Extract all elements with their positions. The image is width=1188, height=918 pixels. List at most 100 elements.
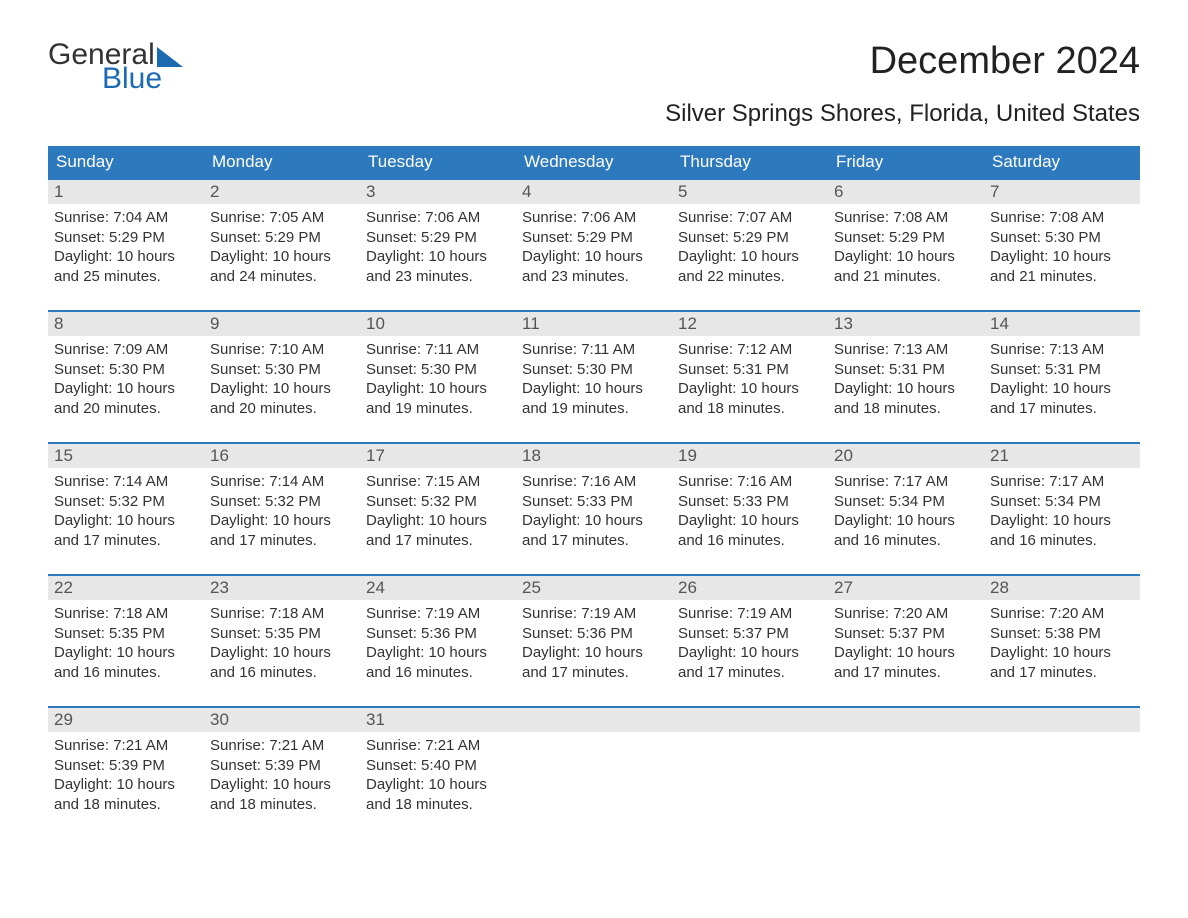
calendar-day: 26Sunrise: 7:19 AMSunset: 5:37 PMDayligh… (672, 576, 828, 688)
calendar-day: 16Sunrise: 7:14 AMSunset: 5:32 PMDayligh… (204, 444, 360, 556)
calendar-day: 4Sunrise: 7:06 AMSunset: 5:29 PMDaylight… (516, 180, 672, 292)
calendar-day: . (516, 708, 672, 820)
day-details: Sunrise: 7:19 AMSunset: 5:36 PMDaylight:… (516, 600, 672, 682)
dl2-text: and 16 minutes. (990, 531, 1134, 551)
calendar-day: . (672, 708, 828, 820)
sunrise-text: Sunrise: 7:21 AM (366, 736, 510, 756)
dl1-text: Daylight: 10 hours (54, 247, 198, 267)
dl1-text: Daylight: 10 hours (834, 511, 978, 531)
day-details: Sunrise: 7:05 AMSunset: 5:29 PMDaylight:… (204, 204, 360, 286)
day-of-week-header: SundayMondayTuesdayWednesdayThursdayFrid… (48, 146, 1140, 178)
day-details: Sunrise: 7:04 AMSunset: 5:29 PMDaylight:… (48, 204, 204, 286)
dl1-text: Daylight: 10 hours (366, 775, 510, 795)
dl1-text: Daylight: 10 hours (522, 511, 666, 531)
calendar-week: 8Sunrise: 7:09 AMSunset: 5:30 PMDaylight… (48, 310, 1140, 424)
day-of-week-label: Monday (204, 146, 360, 178)
day-details: Sunrise: 7:08 AMSunset: 5:29 PMDaylight:… (828, 204, 984, 286)
dl2-text: and 23 minutes. (366, 267, 510, 287)
dl2-text: and 19 minutes. (366, 399, 510, 419)
calendar-day: 23Sunrise: 7:18 AMSunset: 5:35 PMDayligh… (204, 576, 360, 688)
calendar-day: 6Sunrise: 7:08 AMSunset: 5:29 PMDaylight… (828, 180, 984, 292)
dl2-text: and 25 minutes. (54, 267, 198, 287)
calendar-day: 21Sunrise: 7:17 AMSunset: 5:34 PMDayligh… (984, 444, 1140, 556)
sunrise-text: Sunrise: 7:07 AM (678, 208, 822, 228)
dl2-text: and 23 minutes. (522, 267, 666, 287)
day-number: 15 (54, 446, 73, 465)
day-number: 4 (522, 182, 531, 201)
sunrise-text: Sunrise: 7:21 AM (210, 736, 354, 756)
dl1-text: Daylight: 10 hours (54, 379, 198, 399)
logo: General Blue (48, 40, 183, 94)
calendar-day: 18Sunrise: 7:16 AMSunset: 5:33 PMDayligh… (516, 444, 672, 556)
sunset-text: Sunset: 5:30 PM (210, 360, 354, 380)
calendar-day: 19Sunrise: 7:16 AMSunset: 5:33 PMDayligh… (672, 444, 828, 556)
sunset-text: Sunset: 5:36 PM (366, 624, 510, 644)
sunrise-text: Sunrise: 7:19 AM (678, 604, 822, 624)
dl1-text: Daylight: 10 hours (522, 643, 666, 663)
sunset-text: Sunset: 5:30 PM (990, 228, 1134, 248)
calendar-day: 1Sunrise: 7:04 AMSunset: 5:29 PMDaylight… (48, 180, 204, 292)
dl2-text: and 21 minutes. (834, 267, 978, 287)
day-details: Sunrise: 7:12 AMSunset: 5:31 PMDaylight:… (672, 336, 828, 418)
calendar-day: 24 Sunrise: 7:19 AMSunset: 5:36 PMDayligh… (360, 576, 516, 688)
day-number: 5 (678, 182, 687, 201)
sunrise-text: Sunrise: 7:13 AM (834, 340, 978, 360)
day-details: Sunrise: 7:11 AMSunset: 5:30 PMDaylight:… (360, 336, 516, 418)
dl2-text: and 17 minutes. (522, 531, 666, 551)
sunset-text: Sunset: 5:35 PM (54, 624, 198, 644)
dl1-text: Daylight: 10 hours (54, 643, 198, 663)
calendar-day: 25Sunrise: 7:19 AMSunset: 5:36 PMDayligh… (516, 576, 672, 688)
day-details: Sunrise: 7:21 AMSunset: 5:39 PMDaylight:… (204, 732, 360, 814)
sunrise-text: Sunrise: 7:16 AM (678, 472, 822, 492)
day-details: Sunrise: 7:21 AMSunset: 5:40 PMDaylight:… (360, 732, 516, 814)
day-number: 20 (834, 446, 853, 465)
dl1-text: Daylight: 10 hours (990, 379, 1134, 399)
sunrise-text: Sunrise: 7:13 AM (990, 340, 1134, 360)
dl1-text: Daylight: 10 hours (54, 775, 198, 795)
sunset-text: Sunset: 5:29 PM (678, 228, 822, 248)
dl2-text: and 17 minutes. (522, 663, 666, 683)
dl2-text: and 16 minutes. (54, 663, 198, 683)
calendar-day: 28Sunrise: 7:20 AMSunset: 5:38 PMDayligh… (984, 576, 1140, 688)
sunset-text: Sunset: 5:29 PM (366, 228, 510, 248)
day-details: Sunrise: 7:18 AMSunset: 5:35 PMDaylight:… (48, 600, 204, 682)
day-of-week-label: Sunday (48, 146, 204, 178)
dl1-text: Daylight: 10 hours (210, 775, 354, 795)
dl1-text: Daylight: 10 hours (366, 247, 510, 267)
sunset-text: Sunset: 5:40 PM (366, 756, 510, 776)
sunrise-text: Sunrise: 7:14 AM (54, 472, 198, 492)
calendar-day: 30Sunrise: 7:21 AMSunset: 5:39 PMDayligh… (204, 708, 360, 820)
calendar-day: 3Sunrise: 7:06 AMSunset: 5:29 PMDaylight… (360, 180, 516, 292)
sunset-text: Sunset: 5:32 PM (210, 492, 354, 512)
day-number: 24 (366, 578, 385, 597)
calendar-day: 8Sunrise: 7:09 AMSunset: 5:30 PMDaylight… (48, 312, 204, 424)
sunrise-text: Sunrise: 7:06 AM (366, 208, 510, 228)
day-details: Sunrise: 7:20 AMSunset: 5:38 PMDaylight:… (984, 600, 1140, 682)
day-number: 2 (210, 182, 219, 201)
sunset-text: Sunset: 5:37 PM (678, 624, 822, 644)
day-details: Sunrise: 7:20 AMSunset: 5:37 PMDaylight:… (828, 600, 984, 682)
day-details: Sunrise: 7:16 AMSunset: 5:33 PMDaylight:… (672, 468, 828, 550)
calendar-week: 29Sunrise: 7:21 AMSunset: 5:39 PMDayligh… (48, 706, 1140, 820)
calendar-day: . (828, 708, 984, 820)
day-number: 18 (522, 446, 541, 465)
day-details: Sunrise: 7:10 AMSunset: 5:30 PMDaylight:… (204, 336, 360, 418)
sunrise-text: Sunrise: 7:08 AM (990, 208, 1134, 228)
day-number: 17 (366, 446, 385, 465)
sunrise-text: Sunrise: 7:18 AM (54, 604, 198, 624)
sunrise-text: Sunrise: 7:16 AM (522, 472, 666, 492)
calendar: SundayMondayTuesdayWednesdayThursdayFrid… (48, 146, 1140, 820)
day-of-week-label: Thursday (672, 146, 828, 178)
dl1-text: Daylight: 10 hours (54, 511, 198, 531)
sunset-text: Sunset: 5:31 PM (834, 360, 978, 380)
sunrise-text: Sunrise: 7:08 AM (834, 208, 978, 228)
day-details: Sunrise: 7:19 AMSunset: 5:36 PMDaylight:… (360, 600, 516, 682)
sunset-text: Sunset: 5:29 PM (210, 228, 354, 248)
sunrise-text: Sunrise: 7:04 AM (54, 208, 198, 228)
day-number: 31 (366, 710, 385, 729)
sunrise-text: Sunrise: 7:10 AM (210, 340, 354, 360)
day-details: Sunrise: 7:21 AMSunset: 5:39 PMDaylight:… (48, 732, 204, 814)
dl1-text: Daylight: 10 hours (210, 247, 354, 267)
day-details: Sunrise: 7:18 AMSunset: 5:35 PMDaylight:… (204, 600, 360, 682)
day-number: 14 (990, 314, 1009, 333)
